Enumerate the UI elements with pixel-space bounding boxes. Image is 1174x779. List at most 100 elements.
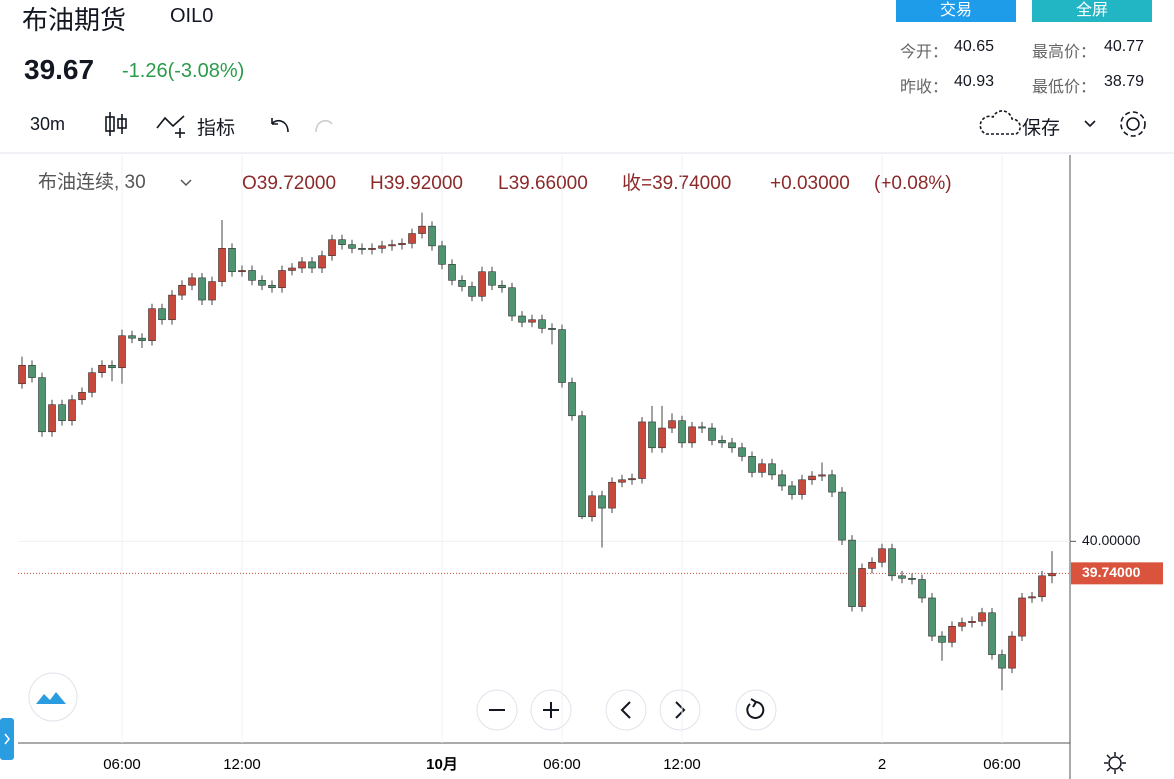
candle-body <box>388 244 396 247</box>
candle-body <box>68 399 76 421</box>
x-tick-label: 06:00 <box>103 756 141 773</box>
last-price-box <box>1071 562 1163 585</box>
candle-body <box>968 621 976 623</box>
candle-body <box>738 447 746 457</box>
candle-body <box>1018 597 1026 637</box>
candle-body <box>688 426 696 444</box>
save[interactable]: 保存 <box>1022 118 1061 139</box>
price: 39.67 <box>24 54 95 85</box>
candle-body <box>788 485 796 495</box>
candle-body <box>148 308 156 341</box>
candle-body <box>138 337 146 341</box>
candle-body <box>198 277 206 301</box>
indicators[interactable]: 指标 <box>197 118 236 139</box>
fullscreen-button[interactable]: 全屏 <box>1032 0 1152 22</box>
candle-body <box>708 427 716 441</box>
stat-label: 今开： <box>900 44 949 61</box>
candle-body <box>598 495 606 509</box>
interval[interactable]: 30m <box>30 114 66 134</box>
code: OIL0 <box>170 5 214 27</box>
candle-body <box>288 267 296 271</box>
change: -1.26(-3.08%) <box>122 60 245 82</box>
candle-body <box>368 248 376 250</box>
candle-body <box>718 440 726 444</box>
candle-body <box>168 294 176 321</box>
stat-value: 40.65 <box>954 38 995 55</box>
candle-body <box>38 377 46 433</box>
candle-body <box>828 474 836 493</box>
candle-body <box>798 479 806 495</box>
ohlc-value: H39.92000 <box>370 173 463 194</box>
candle-body <box>338 239 346 245</box>
candle-body <box>468 286 476 297</box>
candle-body <box>308 261 316 269</box>
candle-body <box>958 622 966 627</box>
stat-label: 昨收： <box>900 79 949 96</box>
ohlc-value: 收=39.74000 <box>622 172 731 194</box>
candle-body <box>528 319 536 323</box>
ohlc-value: O39.72000 <box>242 173 336 194</box>
candle-body <box>1028 596 1036 599</box>
x-tick-label: 2 <box>878 756 886 773</box>
candle-body <box>58 404 66 421</box>
candle-body <box>768 463 776 476</box>
candle-body <box>568 382 576 417</box>
candle-body <box>98 364 106 373</box>
candle-body <box>628 478 636 481</box>
candle-body <box>348 244 356 249</box>
candle-body <box>918 579 926 599</box>
trade-button[interactable]: 交易 <box>896 0 1016 22</box>
stat-value: 40.77 <box>1104 38 1145 55</box>
side-tab[interactable] <box>0 718 14 760</box>
candle-body <box>1038 575 1046 598</box>
x-tick-label: 10月 <box>426 756 458 773</box>
candle-body <box>438 245 446 265</box>
candle-body <box>998 654 1006 669</box>
candle-body <box>228 248 236 273</box>
x-tick-label: 06:00 <box>983 756 1021 773</box>
candle-body <box>538 319 546 329</box>
x-tick-label: 12:00 <box>663 756 701 773</box>
candle-body <box>858 568 866 607</box>
ohlc-value: +0.03000 <box>770 173 850 194</box>
candle-body <box>618 479 626 483</box>
candle-body <box>18 364 26 385</box>
candle-body <box>728 442 736 449</box>
candle-body <box>258 280 266 286</box>
candle-body <box>638 421 646 479</box>
candle-body <box>318 255 326 269</box>
candle-body <box>668 420 676 429</box>
scroll-left[interactable] <box>605 689 647 731</box>
candle-body <box>888 548 896 577</box>
stat-value: 40.93 <box>954 73 995 90</box>
stat-value: 38.79 <box>1104 73 1145 90</box>
candle-body <box>778 474 786 487</box>
candle-body <box>238 270 246 273</box>
candle-body <box>698 426 706 429</box>
candle-body <box>658 427 666 449</box>
legend-dropdown[interactable] <box>180 179 192 187</box>
candle-body <box>1048 573 1056 577</box>
candle-body <box>748 456 756 473</box>
candle-body <box>268 284 276 289</box>
candle-body <box>298 261 306 269</box>
candle-body <box>248 270 256 281</box>
candle-body <box>178 284 186 296</box>
candle-body <box>48 404 56 433</box>
candle-body <box>988 612 996 655</box>
last-price-label: 39.74000 <box>1082 564 1141 580</box>
candle-body <box>508 287 516 317</box>
reset[interactable] <box>735 689 777 731</box>
stat-label: 最低价： <box>1032 79 1097 96</box>
candle-body <box>758 463 766 473</box>
candle-body <box>1008 635 1016 669</box>
candle-body <box>358 248 366 250</box>
scroll-right[interactable] <box>659 689 701 731</box>
candle-body <box>898 575 906 579</box>
candle-body <box>418 225 426 234</box>
candle-body <box>498 284 506 289</box>
candle-body <box>678 420 686 444</box>
candle-body <box>278 270 286 289</box>
